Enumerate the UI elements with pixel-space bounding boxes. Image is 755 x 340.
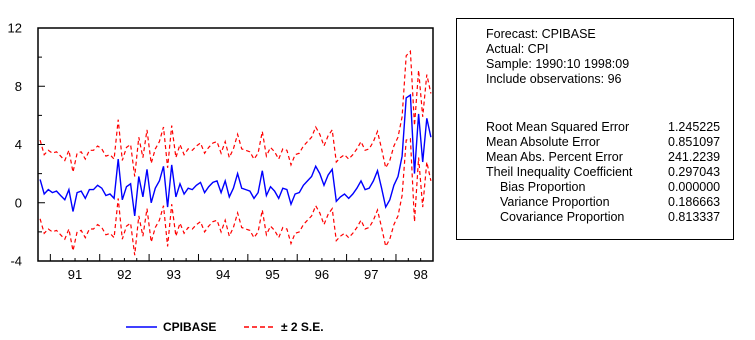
stat-row-mape: Mean Abs. Percent Error 241.2239 (486, 150, 728, 165)
x-tick-label: 97 (364, 267, 378, 282)
stat-label: Mean Abs. Percent Error (486, 150, 623, 164)
forecast-stats-panel: Forecast: CPIBASE Actual: CPI Sample: 19… (456, 18, 734, 240)
stats-sample-line: Sample: 1990:10 1998:09 (486, 57, 630, 71)
stat-row-variance: Variance Proportion 0.186663 (486, 195, 728, 210)
y-tick-label: -4 (10, 254, 22, 269)
stat-value: 0.000000 (668, 180, 721, 194)
stats-actual-line: Actual: CPI (486, 42, 549, 56)
legend-label: ± 2 S.E. (281, 320, 324, 334)
x-tick-label: 92 (117, 267, 131, 282)
stats-header: Forecast: CPIBASE Actual: CPI Sample: 19… (486, 27, 629, 87)
legend: CPIBASE ± 2 S.E. (126, 320, 324, 334)
series-layer (39, 49, 432, 256)
y-tick-label: 8 (15, 79, 22, 94)
x-tick-label: 91 (68, 267, 82, 282)
lower-band-line (39, 137, 432, 256)
stat-value: 0.813337 (668, 210, 721, 224)
stats-observations-line: Include observations: 96 (486, 72, 622, 86)
stat-row-theil: Theil Inequality Coefficient 0.297043 (486, 165, 728, 180)
x-tick-label: 98 (413, 267, 427, 282)
stats-forecast-line: Forecast: CPIBASE (486, 27, 596, 41)
stat-value: 0.297043 (668, 165, 721, 179)
stat-label: Variance Proportion (500, 195, 610, 209)
stats-table: Root Mean Squared Error 1.245225 Mean Ab… (486, 120, 728, 225)
plot-frame (37, 27, 434, 262)
stat-label: Bias Proportion (500, 180, 586, 194)
y-axis: -4 0 4 8 12 (8, 21, 45, 269)
stat-value: 0.186663 (668, 195, 721, 209)
stat-row-rmse: Root Mean Squared Error 1.245225 (486, 120, 728, 135)
y-tick-label: 12 (8, 21, 22, 36)
x-tick-label: 94 (216, 267, 230, 282)
stat-value: 1.245225 (668, 120, 721, 134)
x-tick-label: 95 (265, 267, 279, 282)
stat-row-covariance: Covariance Proportion 0.813337 (486, 210, 728, 225)
legend-label: CPIBASE (163, 320, 216, 334)
stat-label: Mean Absolute Error (486, 135, 600, 149)
upper-band-line (39, 49, 432, 177)
stat-label: Covariance Proportion (500, 210, 625, 224)
stat-row-mae: Mean Absolute Error 0.851097 (486, 135, 728, 150)
stat-label: Theil Inequality Coefficient (486, 165, 633, 179)
x-tick-label: 93 (167, 267, 181, 282)
forecast-chart: -4 0 4 8 12 91 92 93 94 95 96 97 98 CPIBASE ± 2 S.E. (8, 21, 434, 334)
stat-value: 0.851097 (668, 135, 721, 149)
x-axis: 91 92 93 94 95 96 97 98 (37, 254, 434, 282)
y-tick-label: 0 (15, 195, 22, 210)
cpibase-line (39, 93, 432, 216)
y-tick-label: 4 (15, 137, 22, 152)
x-tick-label: 96 (315, 267, 329, 282)
stat-row-bias: Bias Proportion 0.000000 (486, 180, 728, 195)
stat-value: 241.2239 (668, 150, 721, 164)
stat-label: Root Mean Squared Error (486, 120, 630, 134)
